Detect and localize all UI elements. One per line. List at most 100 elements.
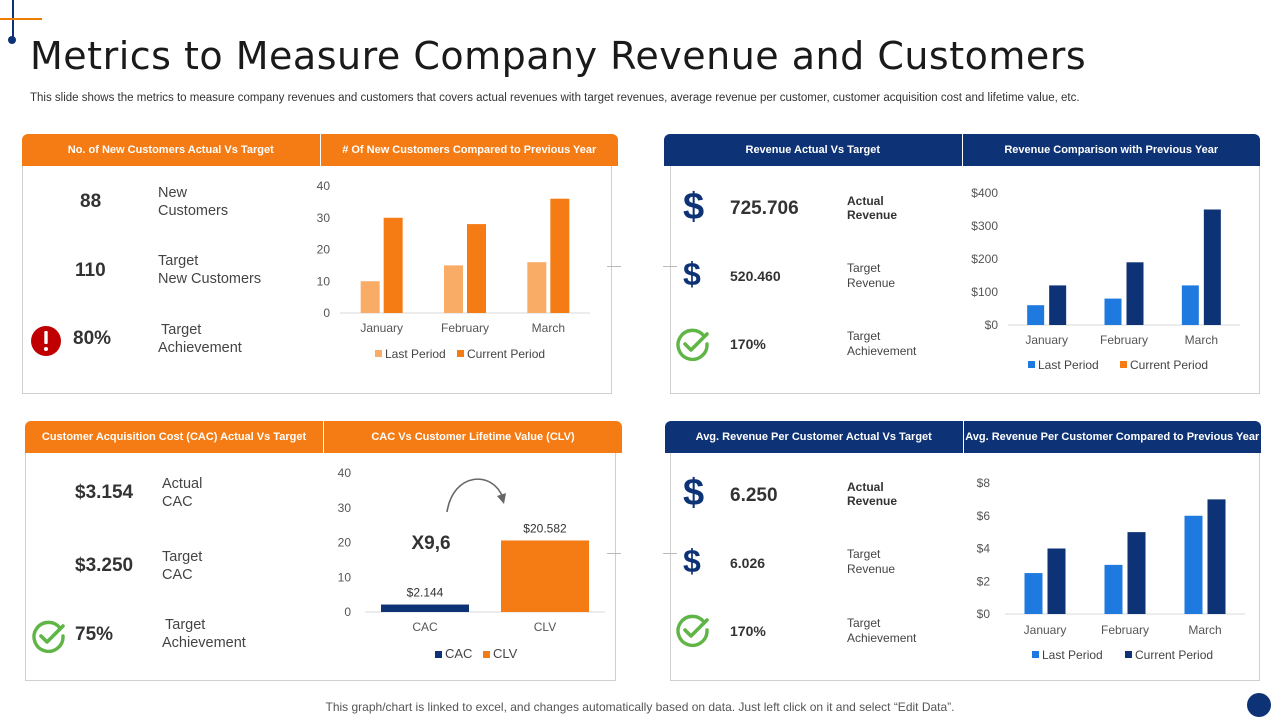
- y-tick-label: 40: [317, 179, 331, 193]
- revenue-achievement-label: Target Achievement: [847, 329, 916, 359]
- header-cac-actual-vs-target: Customer Acquisition Cost (CAC) Actual V…: [41, 431, 307, 443]
- label-line: Achievement: [162, 635, 246, 651]
- tick-mark: [663, 553, 677, 554]
- label-line: Achievement: [847, 344, 917, 358]
- cac-achievement-label: Target Achievement: [162, 616, 246, 652]
- x-tick-label: March: [1188, 623, 1221, 637]
- legend-swatch: [457, 350, 464, 357]
- x-tick-label: CAC: [412, 620, 438, 634]
- label-line: Target: [847, 261, 881, 275]
- x-tick-label: January: [1025, 333, 1068, 347]
- label-line: Actual: [162, 476, 203, 492]
- x-tick-label: January: [360, 321, 403, 335]
- new-customers-achievement-value: 80%: [73, 328, 112, 349]
- bar-current-period: [1126, 262, 1144, 325]
- y-tick-label: $300: [971, 219, 998, 233]
- panel-revenue: [670, 166, 1260, 394]
- label-line: Target: [161, 322, 202, 338]
- header-revenue-comparison: Revenue Comparison with Previous Year: [961, 134, 1261, 166]
- label-line: Revenue: [847, 494, 898, 508]
- bar-current-period: [1203, 209, 1221, 325]
- bar-current-period: [1207, 499, 1226, 614]
- header-revenue-actual-vs-target: Revenue Actual Vs Target: [745, 144, 881, 156]
- header-new-customers-actual-vs-target: No. of New Customers Actual Vs Target: [67, 144, 274, 156]
- label-line: Revenue: [847, 562, 896, 576]
- check-circle-icon: [676, 614, 709, 647]
- revenue-achievement-value: 170%: [730, 336, 766, 352]
- y-tick-label: 20: [317, 243, 331, 257]
- y-tick-label: $2: [977, 574, 991, 588]
- x-tick-label: CLV: [534, 620, 556, 634]
- label-line: Revenue: [847, 276, 896, 290]
- y-tick-label: 0: [344, 605, 351, 619]
- actual-revenue-label: Actual Revenue: [847, 194, 897, 222]
- legend-swatch: [1125, 651, 1132, 658]
- y-tick-label: 40: [338, 466, 352, 480]
- new-customers-achievement-label: Target Achievement: [158, 321, 242, 357]
- legend-label: Last Period: [385, 347, 446, 361]
- x-tick-label: March: [1185, 333, 1218, 347]
- tick-mark: [663, 266, 677, 267]
- y-tick-label: $4: [977, 542, 991, 556]
- label-line: Actual: [847, 480, 884, 494]
- header-avg-revenue-compared: Avg. Revenue Per Customer Compared to Pr…: [962, 421, 1262, 453]
- page-subtitle: This slide shows the metrics to measure …: [30, 92, 1080, 104]
- y-tick-label: 30: [317, 211, 331, 225]
- label-line: Actual: [847, 194, 884, 208]
- y-tick-label: $6: [977, 509, 991, 523]
- legend-swatch: [483, 651, 490, 658]
- header-cac-vs-clv: CAC Vs Customer Lifetime Value (CLV): [323, 421, 622, 453]
- tick-mark: [607, 266, 621, 267]
- label-line: CAC: [162, 494, 193, 510]
- bar-last-period: [1027, 305, 1045, 325]
- bar-last-period: [1024, 573, 1043, 614]
- label-line: Target: [162, 549, 203, 565]
- corner-decoration-dot: [8, 36, 16, 44]
- data-label: $2.144: [407, 586, 444, 600]
- label-line: New: [158, 185, 188, 201]
- avg-target-revenue-value: 6.026: [730, 555, 766, 571]
- bar-current-period: [1127, 532, 1146, 614]
- header-avg-revenue-actual-vs-target: Avg. Revenue Per Customer Actual Vs Targ…: [695, 431, 932, 443]
- new-customers-value: 88: [80, 191, 102, 212]
- y-tick-label: 10: [317, 274, 331, 288]
- x-tick-label: February: [441, 321, 489, 335]
- revenue-chart: $0 $100 $200 $300 $400 January February March La…: [971, 186, 1240, 372]
- page-title: Metrics to Measure Company Revenue and C…: [30, 34, 1087, 78]
- x-tick-label: March: [532, 321, 565, 335]
- bar-cac: [381, 604, 469, 612]
- panel-new-customers-header: No. of New Customers Actual Vs Target # …: [22, 134, 618, 166]
- target-revenue-label: Target Revenue: [847, 261, 895, 291]
- label-line: Target: [165, 617, 206, 633]
- legend-label: CAC: [445, 646, 472, 661]
- arrow-head-icon: [497, 493, 506, 504]
- bar-current-period: [467, 224, 486, 313]
- bar-last-period: [1181, 285, 1199, 325]
- y-tick-label: 20: [338, 536, 352, 550]
- check-circle-icon: [32, 620, 65, 653]
- bar-current-period: [383, 217, 403, 313]
- y-tick-label: 30: [338, 501, 352, 515]
- cac-clv-chart: 0 10 20 30 40 $2.144 CAC $20.582 CLV X9,6 CAC CLV: [338, 466, 605, 661]
- new-customers-label: New Customers: [158, 184, 228, 220]
- bar-last-period: [1184, 515, 1203, 614]
- legend-swatch: [1120, 361, 1127, 368]
- bar-current-period: [1049, 285, 1067, 325]
- legend-swatch: [1032, 651, 1039, 658]
- bar-last-period: [527, 262, 547, 313]
- label-line: Customers: [158, 203, 229, 219]
- y-tick-label: 0: [323, 306, 330, 320]
- alert-icon: [31, 326, 61, 356]
- label-line: Target: [158, 253, 199, 269]
- footer-note: This graph/chart is linked to excel, and…: [325, 700, 955, 714]
- cac-achievement-value: 75%: [75, 624, 114, 645]
- label-line: Target: [847, 329, 881, 343]
- dollar-icon: $: [683, 543, 701, 579]
- legend-swatch: [435, 651, 442, 658]
- tick-mark: [607, 553, 621, 554]
- panel-revenue-header: Revenue Actual Vs Target Revenue Compari…: [664, 134, 1260, 166]
- corner-decoration-line-horizontal: [0, 18, 42, 20]
- avg-actual-revenue-value: 6.250: [730, 485, 778, 506]
- panel-avg-revenue: [670, 453, 1260, 681]
- curved-arrow-icon: [446, 478, 504, 513]
